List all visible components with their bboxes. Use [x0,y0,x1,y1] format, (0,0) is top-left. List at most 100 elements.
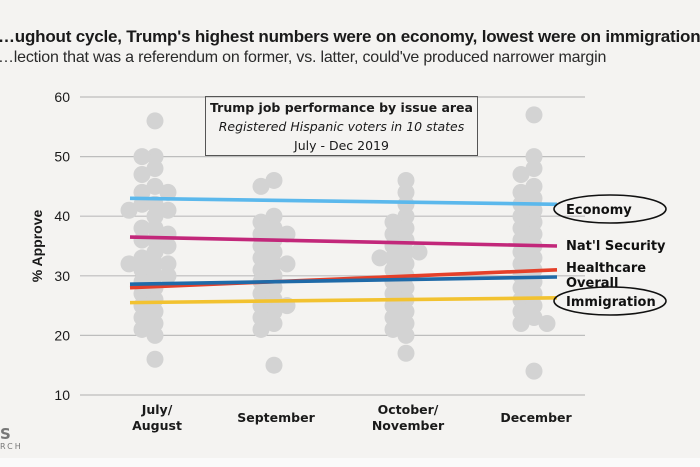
data-point [397,279,415,297]
data-point [133,148,151,166]
data-point [384,309,402,327]
data-point [146,243,164,261]
data-point [146,267,164,285]
x-axis-ticks: July/August September October/November Dece… [132,402,572,433]
data-point [278,255,296,273]
data-point [265,314,283,332]
data-point [146,148,164,166]
data-point [384,261,402,279]
legend-label: Economy [566,203,632,218]
data-point [525,148,543,166]
data-point [538,314,556,332]
inset-title-box: Trump job performance by issue area Regi… [205,96,478,156]
y-tick-label: 20 [54,327,70,343]
data-point [252,177,270,195]
data-point [146,112,164,130]
data-point [525,213,543,231]
data-point [146,314,164,332]
data-point [397,183,415,201]
data-point [133,285,151,303]
data-point [397,207,415,225]
data-point [384,213,402,231]
inset-title: Trump job performance by issue area [210,100,473,115]
data-point [265,356,283,374]
data-point [252,249,270,267]
x-tick-label: August [132,418,182,433]
data-point [512,165,530,183]
data-point [159,267,177,285]
chart-title: …ughout cycle, Trump's highest numbers w… [0,27,700,46]
data-point [525,309,543,327]
inset-subtitle: Registered Hispanic voters in 10 states [218,119,465,134]
data-point [512,243,530,261]
legend-label: Overall [566,276,618,291]
data-point [278,225,296,243]
data-point [265,243,283,261]
brand-logo: S RCH [0,427,23,452]
logo-mark: S [0,425,11,443]
trend-line-overall [129,275,558,286]
y-tick-label: 40 [54,208,70,224]
x-tick-label: September [237,410,315,425]
data-point [512,255,530,273]
logo-wordmark: RCH [0,442,23,451]
data-point [120,255,138,273]
y-tick-label: 30 [54,268,70,284]
trend-line-economy [129,196,558,207]
data-point [133,219,151,237]
data-point [146,207,164,225]
data-point [512,303,530,321]
data-point [252,261,270,279]
trend-line-immigration [129,296,558,305]
data-point [133,249,151,267]
data-point [133,165,151,183]
trend-lines [129,196,558,305]
data-points [120,106,556,380]
data-point [146,303,164,321]
data-point [371,249,389,267]
data-point [159,237,177,255]
data-point [384,249,402,267]
data-point [525,362,543,380]
data-point [146,219,164,237]
data-point [252,309,270,327]
data-point [512,183,530,201]
data-point [397,255,415,273]
data-point [525,249,543,267]
data-point [146,177,164,195]
data-point [512,207,530,225]
data-point [512,314,530,332]
data-point [146,350,164,368]
data-point [265,207,283,225]
data-point [265,171,283,189]
data-point [159,201,177,219]
legend-label: Immigration [566,295,656,310]
footer-strip [0,458,700,467]
data-point [159,255,177,273]
data-point [120,201,138,219]
data-point [525,177,543,195]
x-tick-label: December [500,410,572,425]
data-point [525,201,543,219]
data-point [133,183,151,201]
data-point [133,231,151,249]
data-point [525,297,543,315]
data-point [133,261,151,279]
trend-line-nat-l-security [129,235,558,248]
data-point [133,320,151,338]
data-point [252,237,270,255]
y-tick-label: 50 [54,149,70,165]
data-point [525,225,543,243]
data-point [265,219,283,237]
data-point [146,160,164,178]
x-tick-label: October/ [378,402,439,417]
highlight-ellipse [553,286,667,316]
data-point [146,255,164,273]
legend-label: Healthcare [566,261,646,276]
data-point [146,326,164,344]
data-point [410,243,428,261]
data-point [397,344,415,362]
data-point [252,213,270,231]
x-tick-label: November [372,418,445,433]
y-tick-label: 10 [54,387,70,403]
